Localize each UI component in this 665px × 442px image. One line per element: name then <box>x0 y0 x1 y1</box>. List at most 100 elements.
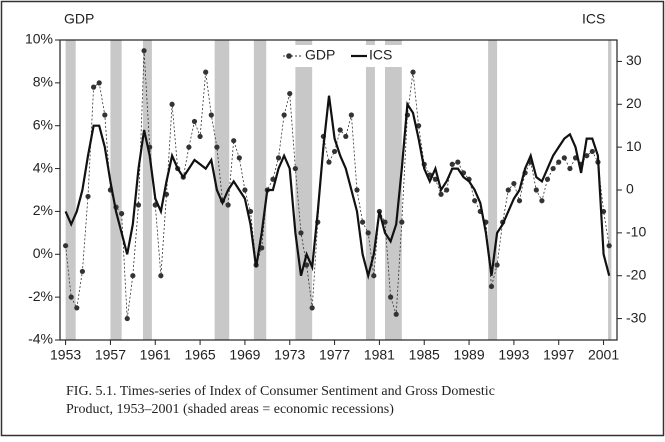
gdp-point <box>225 202 231 208</box>
gdp-line <box>65 50 610 319</box>
x-tick-label: 1997 <box>543 347 574 363</box>
gdp-point <box>343 133 349 140</box>
gdp-point <box>119 210 125 217</box>
gdp-point <box>388 294 394 300</box>
gdp-point <box>135 202 142 208</box>
gdp-point <box>191 118 198 125</box>
gdp-point <box>68 294 74 300</box>
legend-label: GDP <box>305 47 335 63</box>
gdp-point <box>85 193 91 200</box>
y-tick-label: 6% <box>33 116 53 132</box>
y2-tick-label: 0 <box>626 181 634 197</box>
gdp-point <box>186 144 192 150</box>
y-tick-label: 10% <box>25 31 53 47</box>
gdp-point <box>203 69 209 75</box>
gdp-point <box>331 148 338 155</box>
x-tick-label: 1993 <box>498 347 529 363</box>
gdp-point <box>208 112 214 118</box>
gdp-point <box>354 187 360 193</box>
y2-tick-label: -10 <box>626 224 646 240</box>
gdp-point <box>494 262 500 268</box>
y-tick-label: 4% <box>33 159 53 175</box>
gdp-point <box>539 198 545 204</box>
gdp-point <box>488 283 495 290</box>
gdp-point <box>337 127 343 133</box>
recession-band <box>365 40 375 340</box>
gdp-point <box>102 112 108 118</box>
x-tick-label: 1969 <box>229 347 260 363</box>
gdp-point <box>130 273 136 279</box>
gdp-point <box>309 305 315 311</box>
gdp-point <box>326 159 332 165</box>
gdp-point <box>393 311 399 317</box>
gdp-point <box>242 187 248 193</box>
gdp-point <box>169 101 175 107</box>
gdp-point <box>371 273 377 279</box>
x-tick-label: 1989 <box>453 347 484 363</box>
y2-tick-label: -30 <box>626 309 646 325</box>
gdp-point <box>449 161 455 167</box>
recession-band <box>253 40 267 340</box>
legend-box <box>277 45 417 67</box>
y-tick-label: 0% <box>33 245 53 261</box>
gdp-point <box>281 112 287 118</box>
y2-tick-label: 10 <box>626 138 642 154</box>
y-tick-label: 8% <box>33 74 53 90</box>
y-tick-label: -4% <box>28 331 53 347</box>
gdp-point <box>359 219 366 225</box>
recession-band <box>214 40 230 340</box>
y2-tick-label: -20 <box>626 266 646 282</box>
x-tick-label: 1977 <box>319 347 350 363</box>
gdp-point <box>505 187 511 193</box>
gdp-point <box>247 208 254 215</box>
y2-tick-label: 30 <box>626 52 642 68</box>
recession-band <box>295 40 313 340</box>
gdp-point <box>416 123 422 129</box>
gdp-point <box>410 69 416 75</box>
gdp-point <box>365 230 371 236</box>
gdp-point <box>298 230 304 236</box>
gdp-point <box>516 198 523 204</box>
gdp-point <box>567 165 573 172</box>
gdp-point <box>124 315 130 322</box>
gdp-point <box>79 268 86 275</box>
legend-gdp-point <box>286 53 292 59</box>
x-tick-label: 2001 <box>588 347 619 363</box>
recession-band <box>110 40 122 340</box>
x-tick-label: 1953 <box>50 347 81 363</box>
recession-band <box>608 40 612 340</box>
gdp-point <box>589 148 595 155</box>
gdp-point <box>287 90 293 97</box>
gdp-point <box>91 84 97 90</box>
gdp-point <box>141 48 147 54</box>
recession-band <box>65 40 76 340</box>
gdp-point <box>74 305 80 311</box>
x-tick-label: 1985 <box>409 347 440 363</box>
gdp-point <box>533 187 539 193</box>
x-tick-label: 1957 <box>95 347 126 363</box>
gdp-point <box>455 159 461 165</box>
gdp-point <box>197 133 203 140</box>
x-tick-label: 1961 <box>140 347 171 363</box>
gdp-point <box>561 155 567 161</box>
gdp-point <box>584 153 590 159</box>
x-tick-label: 1973 <box>274 347 305 363</box>
gdp-point <box>550 165 556 172</box>
x-tick-label: 1965 <box>185 347 216 363</box>
gdp-point <box>438 191 444 197</box>
recession-band <box>488 40 498 340</box>
y2-tick-label: 20 <box>626 95 642 111</box>
recession-band <box>385 40 402 340</box>
gdp-point <box>275 155 282 161</box>
caption: FIG. 5.1. Times-series of Index of Consu… <box>66 384 495 399</box>
y-axis-title: GDP <box>64 11 94 27</box>
gdp-point <box>511 180 517 187</box>
ics-line <box>64 95 611 281</box>
gdp-point <box>231 138 237 144</box>
gdp-point <box>606 243 612 249</box>
gdp-point <box>292 165 298 172</box>
gdp-point <box>214 144 220 150</box>
legend-label: ICS <box>369 47 392 63</box>
gdp-point <box>399 219 405 225</box>
